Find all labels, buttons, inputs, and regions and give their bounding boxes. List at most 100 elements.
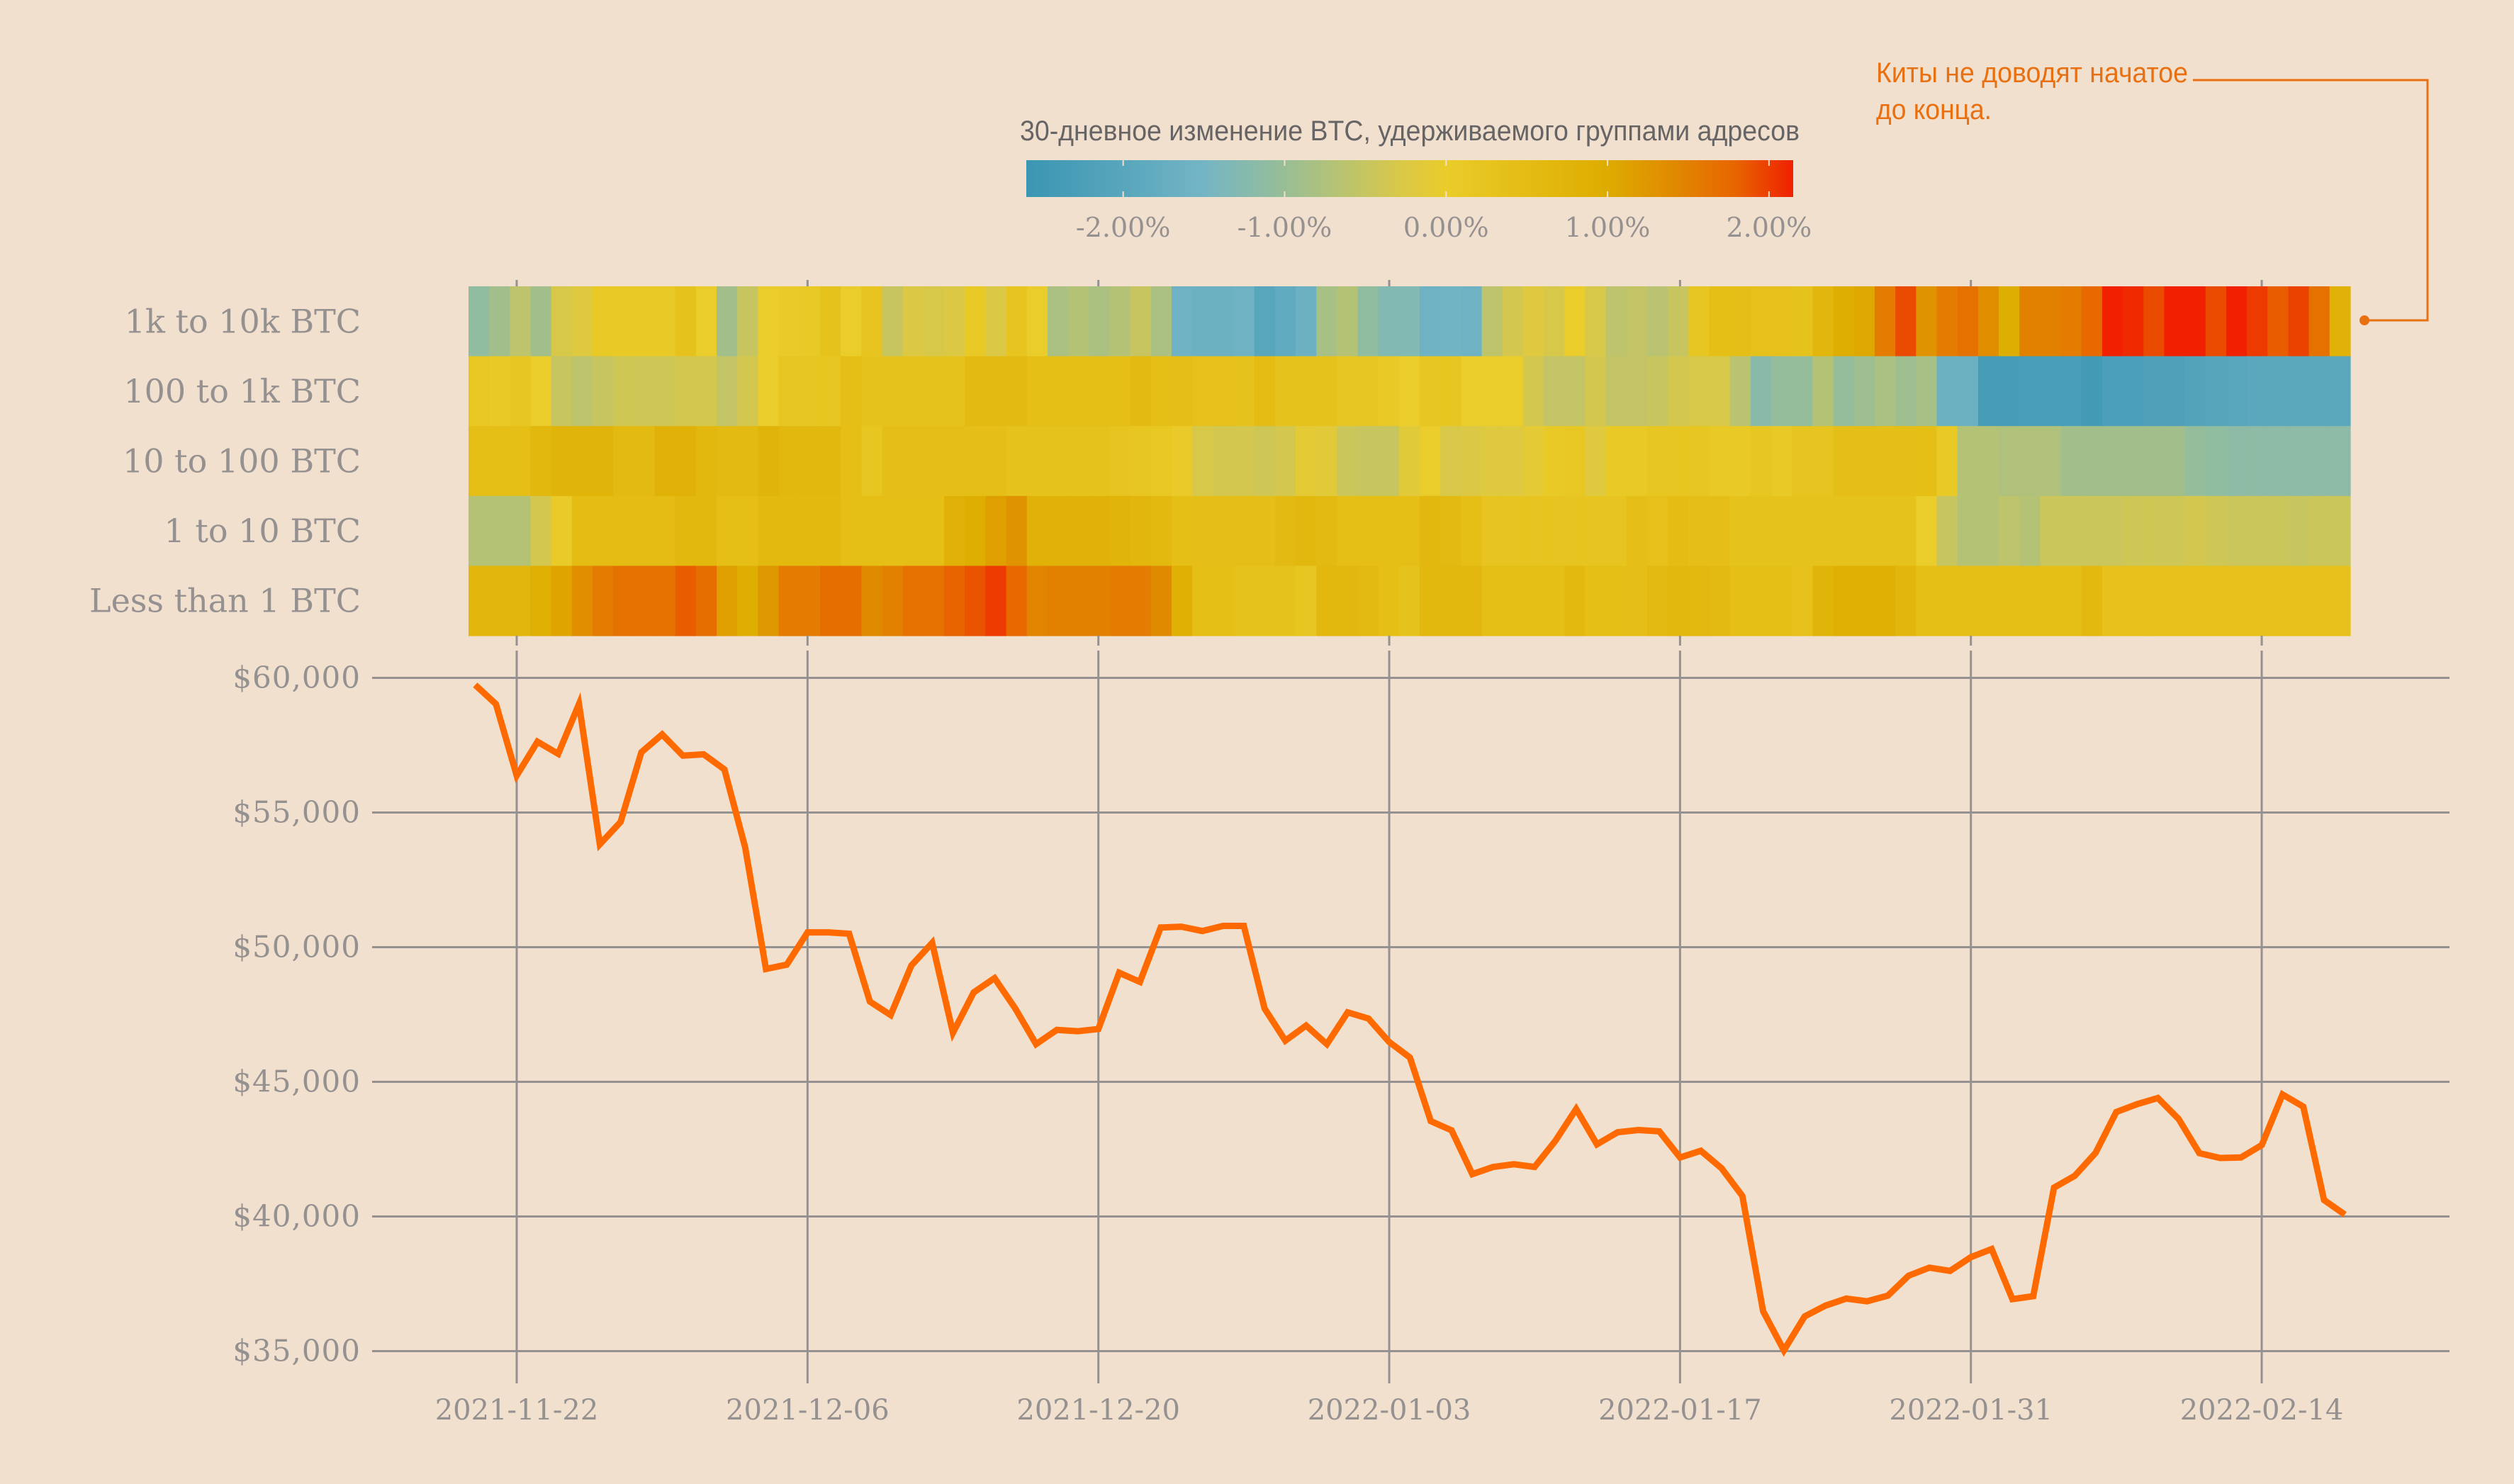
heatmap-cell bbox=[717, 426, 738, 497]
x-tick-label: 2022-01-17 bbox=[1598, 1394, 1762, 1427]
y-tick-label: $35,000 bbox=[232, 1334, 361, 1368]
heatmap-cell bbox=[923, 566, 945, 636]
heatmap-cell bbox=[1936, 495, 1958, 566]
heatmap-cell bbox=[2226, 356, 2248, 427]
heatmap-cell bbox=[1833, 495, 1855, 566]
heatmap-cell bbox=[2184, 426, 2206, 497]
heatmap-cell bbox=[861, 566, 883, 636]
heatmap-cell bbox=[468, 286, 490, 357]
heatmap-cell bbox=[778, 356, 800, 427]
heatmap-cell bbox=[819, 426, 841, 497]
heatmap-cell bbox=[1233, 286, 1255, 357]
heatmap-cell bbox=[1171, 426, 1193, 497]
heatmap-cell bbox=[1440, 286, 1462, 357]
annotation-dot bbox=[2359, 315, 2369, 325]
heatmap-cell bbox=[2143, 286, 2165, 357]
heatmap-cell bbox=[1709, 426, 1731, 497]
heatmap-cell bbox=[2205, 356, 2227, 427]
heatmap-cell bbox=[1274, 566, 1296, 636]
heatmap-cell bbox=[695, 566, 717, 636]
heatmap-cell bbox=[1296, 286, 1317, 357]
heatmap-cell bbox=[841, 495, 862, 566]
heatmap-cell bbox=[2247, 495, 2268, 566]
heatmap-cell bbox=[654, 566, 676, 636]
y-tick-label: $45,000 bbox=[232, 1064, 361, 1099]
heatmap-cell bbox=[1026, 566, 1048, 636]
heatmap-cell bbox=[613, 286, 635, 357]
heatmap-cell bbox=[593, 495, 614, 566]
heatmap-cell bbox=[1957, 426, 1979, 497]
heatmap-cell bbox=[675, 495, 697, 566]
heatmap-cell bbox=[1378, 286, 1400, 357]
heatmap-cell bbox=[1585, 495, 1607, 566]
heatmap-cell bbox=[1688, 286, 1710, 357]
heatmap-cell bbox=[1999, 495, 2020, 566]
heatmap-cell bbox=[778, 286, 800, 357]
heatmap-cell bbox=[1771, 286, 1792, 357]
heatmap-cell bbox=[985, 426, 1007, 497]
heatmap-cell bbox=[1089, 286, 1111, 357]
heatmap-cell bbox=[1853, 426, 1875, 497]
heatmap-cell bbox=[2205, 566, 2227, 636]
heatmap-cell bbox=[1006, 356, 1028, 427]
heatmap-cell bbox=[468, 566, 490, 636]
heatmap-cell bbox=[2123, 286, 2144, 357]
heatmap-cell bbox=[1398, 426, 1420, 497]
heatmap-cell bbox=[530, 495, 552, 566]
heatmap-cell bbox=[1544, 566, 1565, 636]
heatmap-cell bbox=[2019, 426, 2041, 497]
colorbar-tick-label: 0.00% bbox=[1403, 212, 1489, 243]
heatmap-cell bbox=[1047, 566, 1069, 636]
heatmap-cell bbox=[1977, 426, 1999, 497]
heatmap-cell bbox=[613, 495, 635, 566]
heatmap-cell bbox=[1461, 566, 1483, 636]
heatmap-cell bbox=[2164, 356, 2186, 427]
heatmap-cell bbox=[2019, 286, 2041, 357]
heatmap-cell bbox=[965, 356, 986, 427]
heatmap-cell bbox=[551, 356, 573, 427]
heatmap-cell bbox=[675, 286, 697, 357]
heatmap-cell bbox=[1709, 286, 1731, 357]
heatmap-cell bbox=[758, 566, 780, 636]
heatmap-cell bbox=[1316, 495, 1337, 566]
heatmap-cell bbox=[985, 495, 1007, 566]
heatmap-cell bbox=[799, 495, 821, 566]
heatmap-cell bbox=[1089, 426, 1111, 497]
heatmap-cell bbox=[1316, 286, 1337, 357]
heatmap-cell bbox=[1605, 495, 1627, 566]
heatmap-row-label: 1k to 10k BTC bbox=[125, 302, 361, 340]
heatmap-cell bbox=[1522, 286, 1544, 357]
heatmap-cell bbox=[1130, 566, 1152, 636]
heatmap-cell bbox=[1461, 356, 1483, 427]
heatmap-cell bbox=[2288, 566, 2310, 636]
heatmap-cell bbox=[1750, 286, 1772, 357]
heatmap-cell bbox=[1068, 566, 1089, 636]
heatmap-cell bbox=[1812, 426, 1834, 497]
heatmap-cell bbox=[717, 566, 738, 636]
heatmap-cell bbox=[1420, 356, 1441, 427]
heatmap-cell bbox=[2329, 566, 2351, 636]
heatmap-cell bbox=[1750, 426, 1772, 497]
heatmap-cell bbox=[1192, 566, 1213, 636]
heatmap-cell bbox=[2226, 286, 2248, 357]
heatmap-cell bbox=[944, 286, 965, 357]
heatmap-cell bbox=[2019, 566, 2041, 636]
heatmap-cell bbox=[1109, 426, 1131, 497]
heatmap-cell bbox=[1605, 286, 1627, 357]
colorbar-tick-label: -1.00% bbox=[1238, 212, 1332, 243]
heatmap-cell bbox=[1337, 495, 1359, 566]
heatmap-cell bbox=[1833, 286, 1855, 357]
heatmap-cell bbox=[778, 495, 800, 566]
heatmap-cell bbox=[2308, 566, 2330, 636]
heatmap-cell bbox=[695, 356, 717, 427]
heatmap-cell bbox=[1420, 286, 1441, 357]
heatmap-cell bbox=[1977, 286, 1999, 357]
heatmap-cell bbox=[2060, 356, 2082, 427]
heatmap-cell bbox=[1750, 356, 1772, 427]
x-tick-label: 2022-01-31 bbox=[1889, 1394, 2053, 1427]
heatmap-cell bbox=[1337, 286, 1359, 357]
heatmap-cell bbox=[1936, 566, 1958, 636]
heatmap-cell bbox=[1026, 495, 1048, 566]
heatmap-cell bbox=[1626, 495, 1648, 566]
heatmap-cell bbox=[1544, 426, 1565, 497]
